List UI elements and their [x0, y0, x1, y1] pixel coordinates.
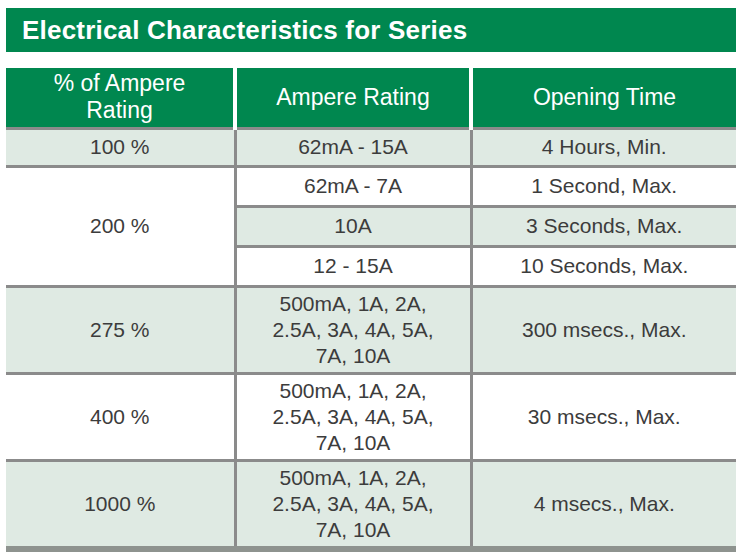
- cell-ampere-rating: 12 - 15A: [235, 246, 471, 286]
- page: Electrical Characteristics for Series % …: [0, 0, 742, 552]
- table-row: 275 % 500mA, 1A, 2A, 2.5A, 3A, 4A, 5A, 7…: [6, 286, 736, 373]
- cell-opening-time: 1 Second, Max.: [471, 166, 736, 206]
- col-header-ampere-rating: Ampere Rating: [235, 68, 471, 128]
- table-row: 1000 % 500mA, 1A, 2A, 2.5A, 3A, 4A, 5A, …: [6, 460, 736, 546]
- table-bottom-bar: [6, 546, 736, 552]
- table-row: 200 % 62mA - 7A 1 Second, Max.: [6, 166, 736, 206]
- col-header-percent-of-ampere-rating: % of Ampere Rating: [6, 68, 235, 128]
- cell-opening-time: 30 msecs., Max.: [471, 373, 736, 460]
- table-row: 100 % 62mA - 15A 4 Hours, Min.: [6, 128, 736, 166]
- page-title: Electrical Characteristics for Series: [22, 15, 467, 45]
- title-gap: [6, 52, 736, 68]
- cell-ampere-rating: 500mA, 1A, 2A, 2.5A, 3A, 4A, 5A, 7A, 10A: [235, 460, 471, 546]
- col-header-opening-time: Opening Time: [471, 68, 736, 128]
- electrical-characteristics-table: % of Ampere Rating Ampere Rating Opening…: [6, 68, 736, 546]
- cell-ampere-rating: 62mA - 7A: [235, 166, 471, 206]
- table-header-row: % of Ampere Rating Ampere Rating Opening…: [6, 68, 736, 128]
- title-bar: Electrical Characteristics for Series: [6, 8, 736, 52]
- cell-ampere-rating: 62mA - 15A: [235, 128, 471, 166]
- cell-opening-time: 4 Hours, Min.: [471, 128, 736, 166]
- cell-percent-100: 100 %: [6, 128, 235, 166]
- cell-opening-time: 4 msecs., Max.: [471, 460, 736, 546]
- cell-ampere-rating: 500mA, 1A, 2A, 2.5A, 3A, 4A, 5A, 7A, 10A: [235, 373, 471, 460]
- cell-ampere-rating: 500mA, 1A, 2A, 2.5A, 3A, 4A, 5A, 7A, 10A: [235, 286, 471, 373]
- cell-percent-200: 200 %: [6, 166, 235, 286]
- cell-opening-time: 300 msecs., Max.: [471, 286, 736, 373]
- cell-opening-time: 10 Seconds, Max.: [471, 246, 736, 286]
- table-row: 400 % 500mA, 1A, 2A, 2.5A, 3A, 4A, 5A, 7…: [6, 373, 736, 460]
- cell-opening-time: 3 Seconds, Max.: [471, 206, 736, 246]
- cell-percent-400: 400 %: [6, 373, 235, 460]
- cell-percent-275: 275 %: [6, 286, 235, 373]
- cell-percent-1000: 1000 %: [6, 460, 235, 546]
- cell-ampere-rating: 10A: [235, 206, 471, 246]
